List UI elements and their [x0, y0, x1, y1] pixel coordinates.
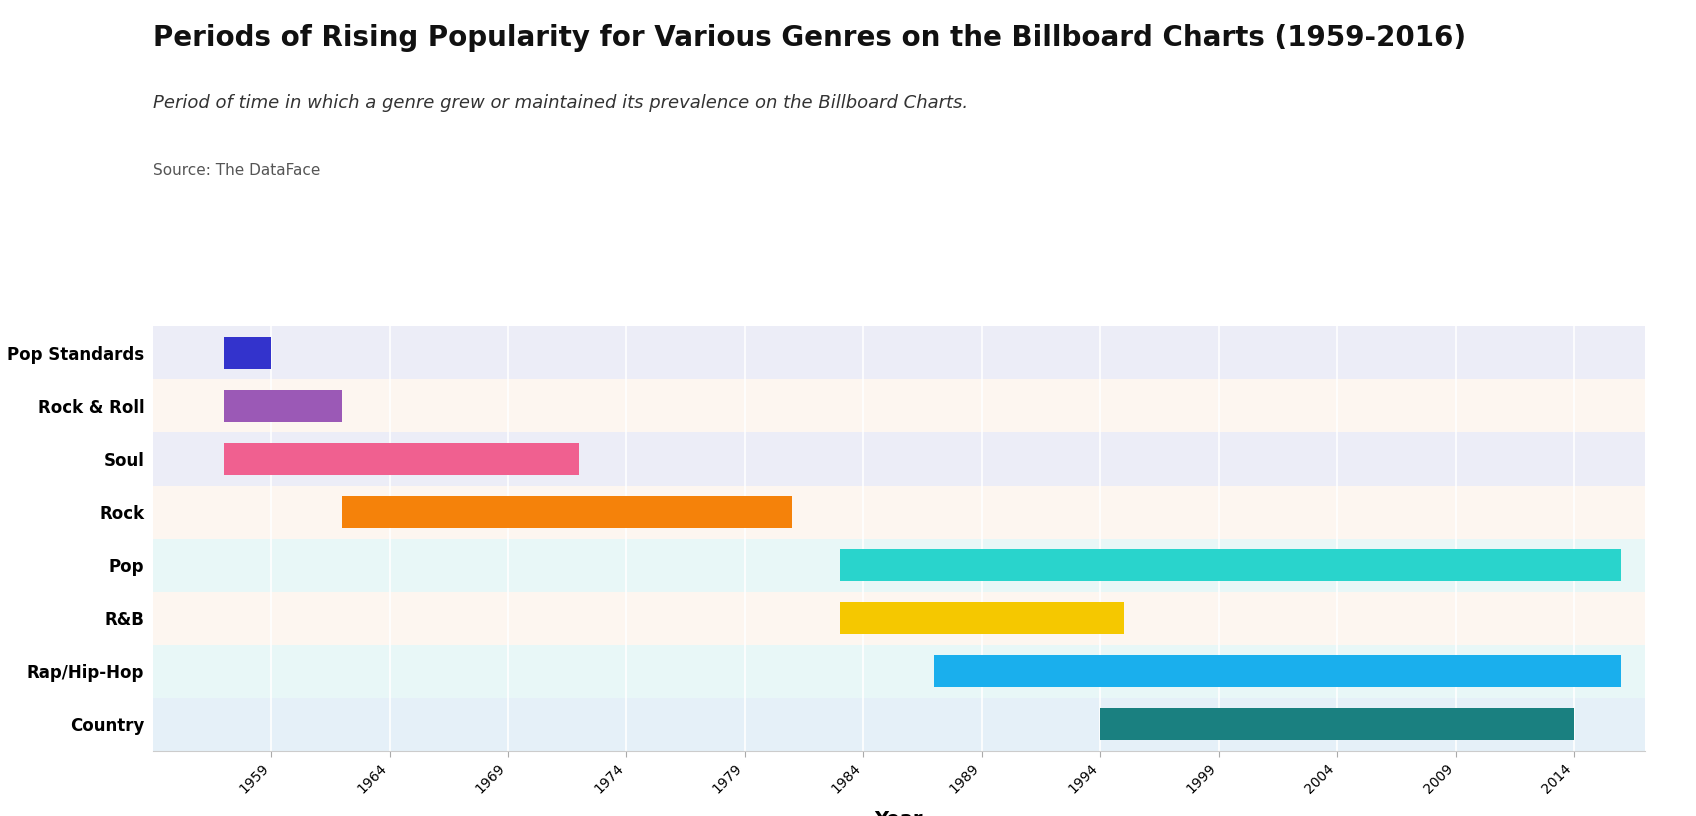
Bar — [153, 432, 1645, 486]
Bar — [153, 592, 1645, 645]
Text: Period of time in which a genre grew or maintained its prevalence on the Billboa: Period of time in which a genre grew or … — [153, 94, 968, 112]
X-axis label: Year: Year — [875, 810, 923, 816]
Bar — [224, 390, 343, 422]
Bar — [153, 539, 1645, 592]
Bar — [153, 379, 1645, 432]
Bar — [224, 443, 578, 475]
Bar — [224, 337, 271, 369]
Bar — [153, 486, 1645, 539]
Bar — [153, 698, 1645, 751]
Text: Periods of Rising Popularity for Various Genres on the Billboard Charts (1959-20: Periods of Rising Popularity for Various… — [153, 24, 1465, 52]
Bar — [840, 549, 1621, 581]
Bar — [934, 655, 1621, 687]
Bar — [1101, 708, 1574, 740]
Bar — [153, 326, 1645, 379]
Text: Source: The DataFace: Source: The DataFace — [153, 163, 321, 178]
Bar — [343, 496, 792, 528]
Bar — [840, 602, 1124, 634]
Bar — [153, 645, 1645, 698]
